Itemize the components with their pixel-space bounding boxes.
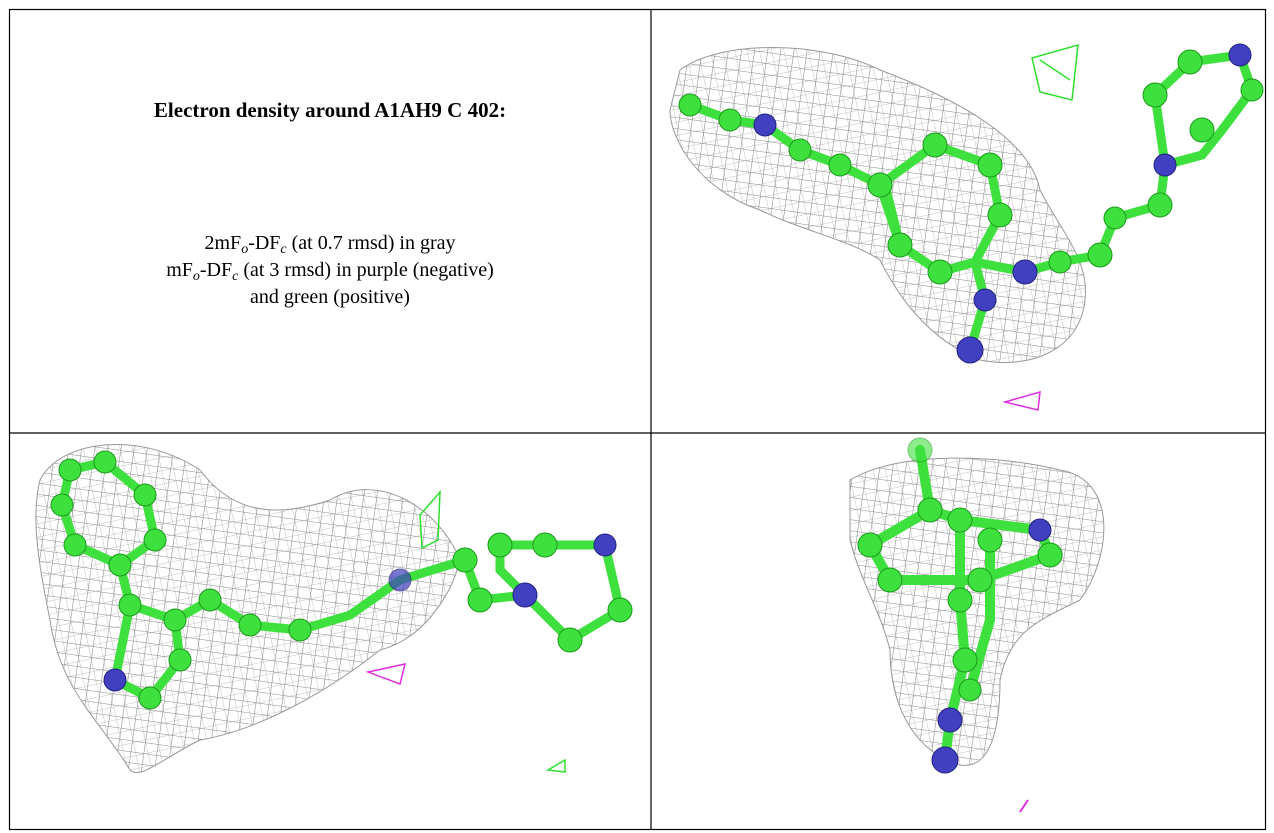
caption-line: and green (positive) bbox=[10, 284, 650, 311]
density-view-1 bbox=[670, 44, 1263, 410]
text: (at 0.7 rmsd) in gray bbox=[287, 232, 456, 254]
caption-line: mFo-DFc (at 3 rmsd) in purple (negative) bbox=[10, 257, 650, 284]
caption: 2mFo-DFc (at 0.7 rmsd) in gray mFo-DFc (… bbox=[10, 230, 650, 311]
density-view-3 bbox=[850, 438, 1104, 812]
positive-mesh bbox=[1032, 45, 1078, 100]
negative-mesh bbox=[1005, 392, 1040, 410]
text: (at 3 rmsd) in purple (negative) bbox=[238, 259, 493, 281]
title: Electron density around A1AH9 C 402: bbox=[10, 98, 650, 123]
caption-line: 2mFo-DFc (at 0.7 rmsd) in gray bbox=[10, 230, 650, 257]
subscript: o bbox=[193, 269, 200, 284]
density-view-2 bbox=[36, 445, 632, 773]
text-cell: Electron density around A1AH9 C 402: 2mF… bbox=[10, 10, 650, 432]
text: 2mF bbox=[205, 232, 242, 254]
text: mF bbox=[166, 259, 193, 281]
text: -DF bbox=[200, 259, 232, 281]
text: -DF bbox=[248, 232, 280, 254]
page: Electron density around A1AH9 C 402: 2mF… bbox=[0, 0, 1274, 833]
